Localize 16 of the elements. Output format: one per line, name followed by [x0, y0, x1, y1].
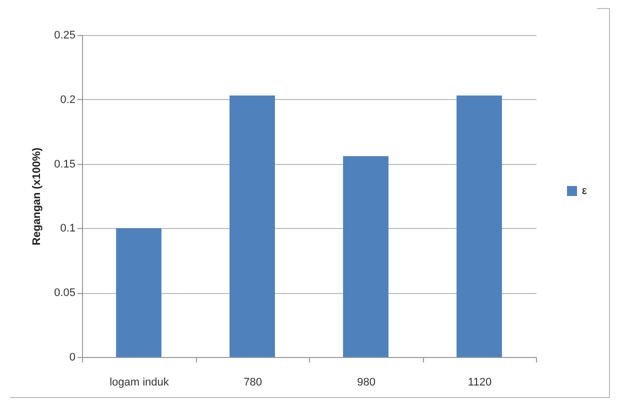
x-tick-label: 1120 — [468, 376, 492, 388]
legend-label: ε — [582, 185, 587, 197]
y-tick-label: 0.25 — [54, 30, 76, 42]
x-tick-label: logam induk — [110, 376, 170, 388]
y-tick-label: 0.15 — [54, 158, 76, 170]
bar — [343, 156, 388, 357]
bar — [230, 96, 275, 357]
y-axis-title: Regangan (x100%) — [31, 147, 44, 246]
bar — [116, 228, 162, 357]
y-tick-label: 0 — [69, 352, 76, 364]
x-tick-label: 780 — [244, 376, 262, 388]
y-tick-label: 0.05 — [54, 287, 76, 300]
y-tick-label: 0.2 — [60, 94, 76, 106]
y-tick-label: 0.1 — [60, 222, 76, 235]
bar — [456, 96, 502, 357]
x-tick-label: 980 — [357, 376, 376, 388]
